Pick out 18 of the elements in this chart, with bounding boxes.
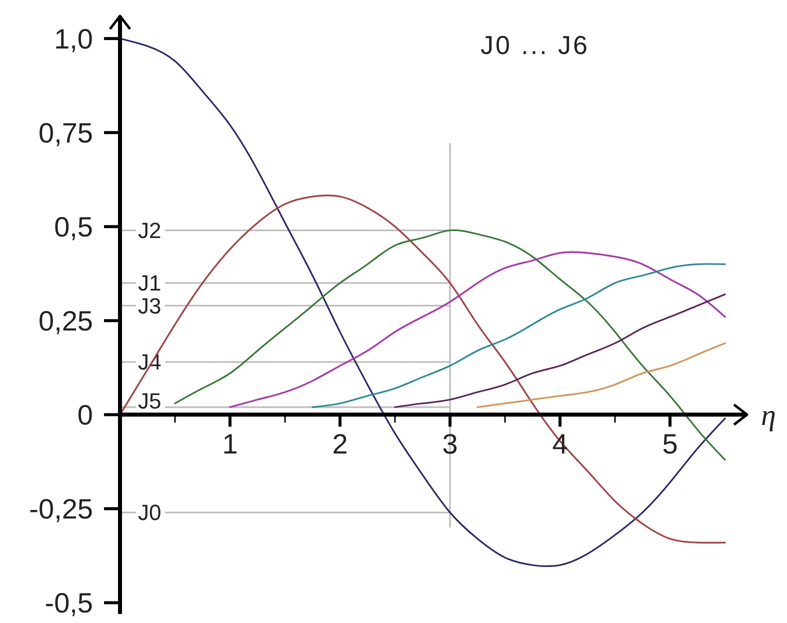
y-tick-label: 0,75: [38, 118, 93, 149]
ref-line-label: J5: [138, 388, 162, 414]
x-axis-title: η: [761, 399, 776, 432]
y-tick-label: -0,25: [29, 494, 93, 525]
y-tick-label: -0,5: [44, 588, 93, 619]
ref-line-label: J1: [138, 270, 162, 296]
y-tick-label: 0: [77, 400, 93, 431]
text: J0 ... J6: [480, 30, 590, 60]
ref-line-label: J3: [138, 293, 162, 318]
x-tick-label: 2: [332, 428, 348, 460]
y-tick-label: 0,25: [38, 306, 93, 337]
x-tick-label: 3: [442, 428, 458, 460]
ref-line-label: J0: [138, 500, 162, 526]
y-tick-label: 1,0: [54, 24, 93, 55]
x-tick-label: 5: [662, 428, 678, 460]
ref-line-label: J2: [138, 218, 162, 244]
y-tick-label: 0,5: [54, 212, 93, 243]
x-tick-label: 1: [222, 428, 238, 460]
